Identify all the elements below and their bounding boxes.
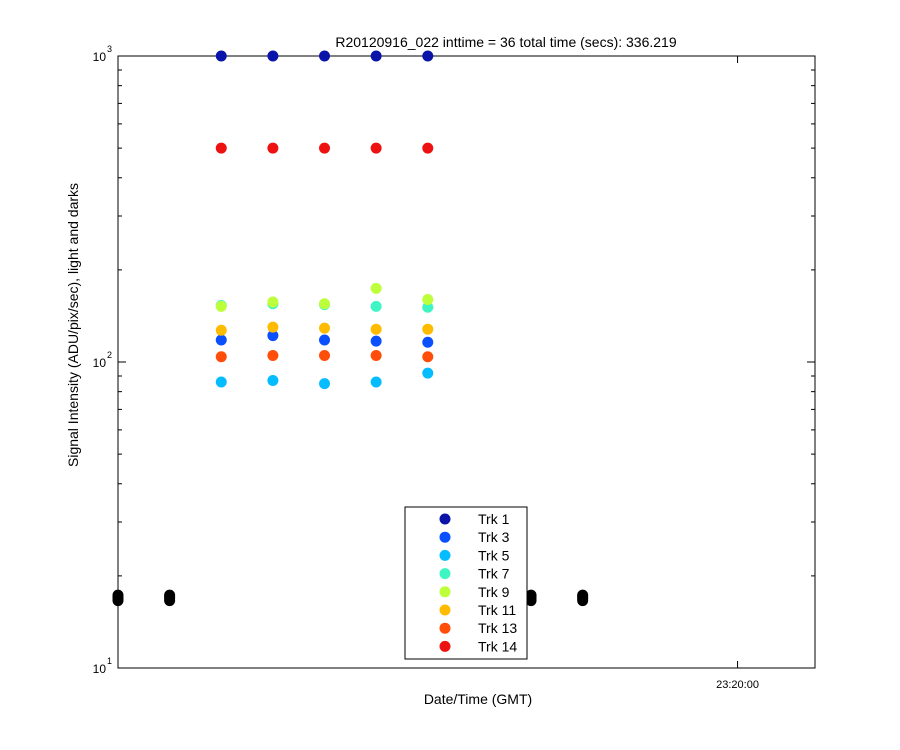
x-axis-label: Date/Time (GMT) [424, 691, 532, 707]
dark-point [164, 589, 176, 601]
point-trk-14 [215, 142, 227, 154]
legend-label: Trk 7 [478, 566, 510, 582]
point-trk-5 [370, 376, 382, 388]
point-trk-13 [267, 350, 279, 362]
point-trk-11 [267, 321, 279, 333]
chart-marks [112, 50, 589, 607]
point-trk-1 [422, 50, 434, 62]
point-trk-11 [422, 323, 434, 335]
point-trk-5 [319, 378, 331, 390]
point-trk-11 [319, 322, 331, 334]
y-tick-label: 10 [93, 356, 107, 370]
legend-label: Trk 1 [478, 511, 510, 527]
y-tick-exponent: 3 [107, 44, 112, 54]
legend-box [404, 506, 528, 660]
point-trk-5 [215, 376, 227, 388]
legend-label: Trk 11 [478, 602, 516, 618]
point-trk-1 [215, 50, 227, 62]
legend-marker [439, 640, 451, 652]
y-tick-label: 10 [93, 50, 107, 64]
point-trk-13 [319, 350, 331, 362]
point-trk-3 [215, 334, 227, 346]
x-tick-label: 23:20:00 [716, 679, 759, 691]
point-trk-9 [422, 294, 434, 306]
point-trk-3 [319, 334, 331, 346]
legend-marker [439, 513, 451, 525]
point-trk-3 [370, 335, 382, 347]
point-trk-9 [370, 282, 382, 294]
legend-marker [439, 531, 451, 543]
legend-label: Trk 3 [478, 529, 510, 545]
point-trk-14 [319, 142, 331, 154]
point-trk-3 [422, 336, 434, 348]
legend-label: Trk 13 [478, 620, 517, 636]
point-trk-13 [422, 351, 434, 363]
point-trk-13 [215, 351, 227, 363]
point-trk-9 [319, 298, 331, 310]
point-trk-14 [422, 142, 434, 154]
point-trk-5 [422, 367, 434, 379]
dark-point [525, 589, 537, 601]
legend-label: Trk 5 [478, 547, 510, 563]
point-trk-7 [422, 301, 434, 313]
point-trk-11 [215, 324, 227, 336]
y-tick-label: 10 [93, 662, 107, 676]
legend-label: Trk 9 [478, 584, 510, 600]
point-trk-5 [267, 375, 279, 387]
chart-title: R20120916_022 inttime = 36 total time (s… [335, 34, 676, 50]
point-trk-11 [370, 323, 382, 335]
point-trk-1 [370, 50, 382, 62]
point-trk-9 [215, 300, 227, 312]
point-trk-9 [267, 296, 279, 308]
legend-marker [439, 549, 451, 561]
legend-marker [439, 604, 451, 616]
point-trk-1 [267, 50, 279, 62]
legend-marker [439, 622, 451, 634]
point-trk-3 [267, 330, 279, 342]
y-tick-exponent: 2 [107, 350, 112, 360]
legend-marker [439, 586, 451, 598]
point-trk-1 [319, 50, 331, 62]
dark-point [112, 589, 124, 601]
legend-marker [439, 568, 451, 580]
point-trk-7 [370, 300, 382, 312]
dark-point [577, 589, 589, 601]
y-tick-exponent: 1 [107, 656, 112, 666]
point-trk-14 [370, 142, 382, 154]
y-axis-label: Signal Intensity (ADU/pix/sec), light an… [65, 183, 81, 467]
legend-label: Trk 14 [478, 638, 517, 654]
point-trk-13 [370, 350, 382, 362]
point-trk-14 [267, 142, 279, 154]
legend: Trk 1 Trk 3 Trk 5 Trk 7 Trk 9 Trk 11 Trk 13 Trk… [404, 506, 528, 660]
